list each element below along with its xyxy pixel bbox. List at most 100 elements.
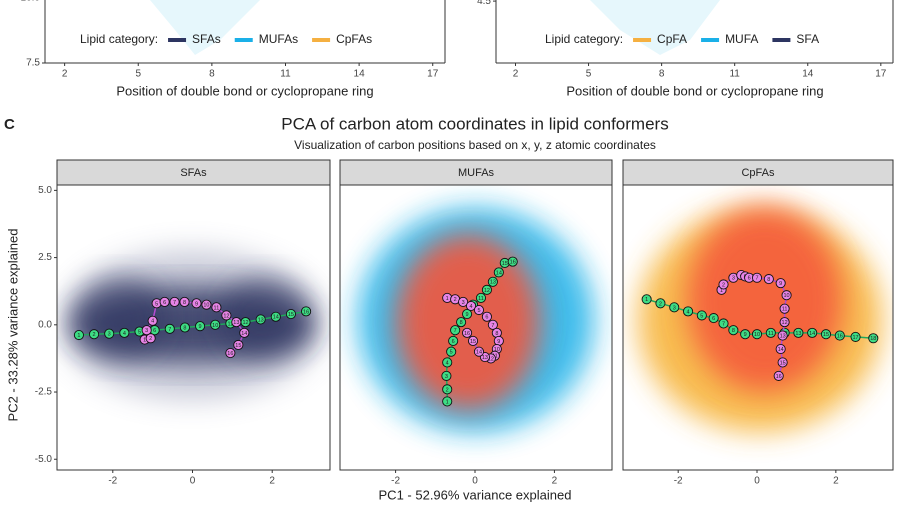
- atom-label: 18: [870, 336, 876, 342]
- atom-label: 11: [228, 321, 234, 327]
- atom-label: 5: [477, 308, 480, 314]
- atom-label: 15: [235, 343, 241, 349]
- atom-label: 11: [768, 331, 774, 337]
- atom-label: 15: [780, 360, 786, 366]
- atom-label: 12: [223, 313, 229, 319]
- trajectory-line: [144, 301, 246, 354]
- atom-point: [708, 313, 719, 324]
- atom-point: [119, 327, 130, 338]
- atom-point: [655, 298, 666, 309]
- atom-point: [104, 328, 115, 339]
- atom-label: 7: [454, 328, 457, 334]
- atom-label: 2: [722, 282, 725, 288]
- atom-point: [475, 292, 487, 303]
- legend-label: CpFA: [657, 32, 687, 46]
- atom-label: 13: [490, 280, 496, 286]
- background-shape: [590, 0, 720, 55]
- atom-point: [493, 267, 504, 278]
- atom-point: [781, 290, 792, 301]
- atom-point: [740, 329, 751, 340]
- atom-point: [201, 299, 212, 310]
- atom-point: [458, 296, 469, 308]
- atom-label: 9: [195, 301, 198, 307]
- atom-point: [481, 311, 492, 322]
- atom-point: [442, 357, 453, 368]
- atom-label: 9: [744, 332, 747, 338]
- atom-label: 3: [673, 305, 676, 311]
- atom-label: 3: [108, 332, 111, 338]
- atom-point: [442, 384, 453, 395]
- atom-label: 8: [183, 325, 186, 331]
- x-tick-label: 11: [280, 69, 291, 80]
- atom-label: 8: [460, 320, 463, 326]
- atom-point: [441, 370, 452, 381]
- x-tick-label: 11: [729, 69, 740, 80]
- x-tick-label: 0: [754, 476, 760, 487]
- atom-point: [728, 325, 739, 336]
- atom-point: [147, 315, 158, 326]
- atom-point: [682, 306, 694, 317]
- atom-label: 8: [767, 277, 770, 283]
- facet-label: SFAs: [180, 167, 207, 179]
- trajectory-line: [78, 310, 307, 336]
- atom-label: 1: [77, 333, 80, 339]
- atom-point: [507, 256, 518, 267]
- atom-point: [473, 304, 485, 316]
- atom-label: 3: [445, 374, 448, 380]
- atom-label: 15: [502, 261, 508, 267]
- atom-label: 11: [214, 305, 220, 311]
- atom-point: [231, 317, 242, 328]
- atom-point: [779, 303, 790, 314]
- atom-label: 12: [484, 288, 490, 294]
- atom-label: 8: [732, 328, 735, 334]
- legend-label: SFA: [796, 32, 819, 46]
- x-tick-label: 0: [472, 476, 478, 487]
- x-tick-label: 5: [135, 69, 141, 80]
- atom-label: 6: [748, 276, 751, 282]
- atom-point: [465, 300, 477, 312]
- atom-label: 2: [446, 387, 449, 393]
- atom-label: 13: [795, 331, 801, 337]
- atom-point: [145, 333, 156, 344]
- facet-panel: [339, 184, 613, 471]
- atom-label: 1: [446, 399, 449, 405]
- x-tick-label: 2: [513, 69, 519, 80]
- atom-label: 14: [809, 331, 815, 337]
- atom-point: [473, 346, 485, 357]
- y-tick-label: 0.0: [38, 319, 52, 330]
- atom-label: 3: [732, 276, 735, 282]
- atom-point: [779, 317, 790, 328]
- y-tick-label: 4.5: [477, 0, 491, 7]
- y-tick-label: 5.0: [38, 185, 52, 196]
- atom-point: [820, 329, 832, 340]
- atom-label: 6: [712, 316, 715, 322]
- atom-label: 16: [303, 309, 309, 315]
- y-tick-label: 10.0: [21, 0, 41, 4]
- atom-point: [718, 318, 729, 329]
- atom-label: 14: [496, 270, 502, 276]
- atom-point: [211, 302, 222, 313]
- atom-point: [255, 314, 266, 325]
- atom-label: 1: [446, 296, 449, 302]
- atom-point: [210, 319, 221, 330]
- atom-label: 9: [779, 281, 782, 287]
- atom-label: 12: [782, 320, 788, 326]
- x-tick-label: 2: [833, 476, 839, 487]
- atom-point: [450, 325, 461, 336]
- atom-label: 7: [491, 323, 494, 329]
- atom-label: 5: [155, 301, 158, 307]
- atom-point: [285, 309, 296, 320]
- atom-point: [481, 284, 492, 295]
- atom-point: [462, 327, 473, 338]
- atom-point: [141, 325, 152, 336]
- atom-point: [487, 319, 498, 330]
- y-tick-label: 7.5: [26, 58, 40, 69]
- x-tick-label: 14: [802, 69, 814, 80]
- x-axis-label: Position of double bond or cyclopropane …: [566, 83, 823, 98]
- atom-label: 14: [476, 350, 482, 356]
- legend-label: SFAs: [192, 32, 221, 46]
- x-axis-label: Position of double bond or cyclopropane …: [116, 83, 373, 98]
- atom-point: [850, 331, 861, 342]
- atom-point: [487, 276, 498, 287]
- legend-title: Lipid category:: [80, 32, 158, 46]
